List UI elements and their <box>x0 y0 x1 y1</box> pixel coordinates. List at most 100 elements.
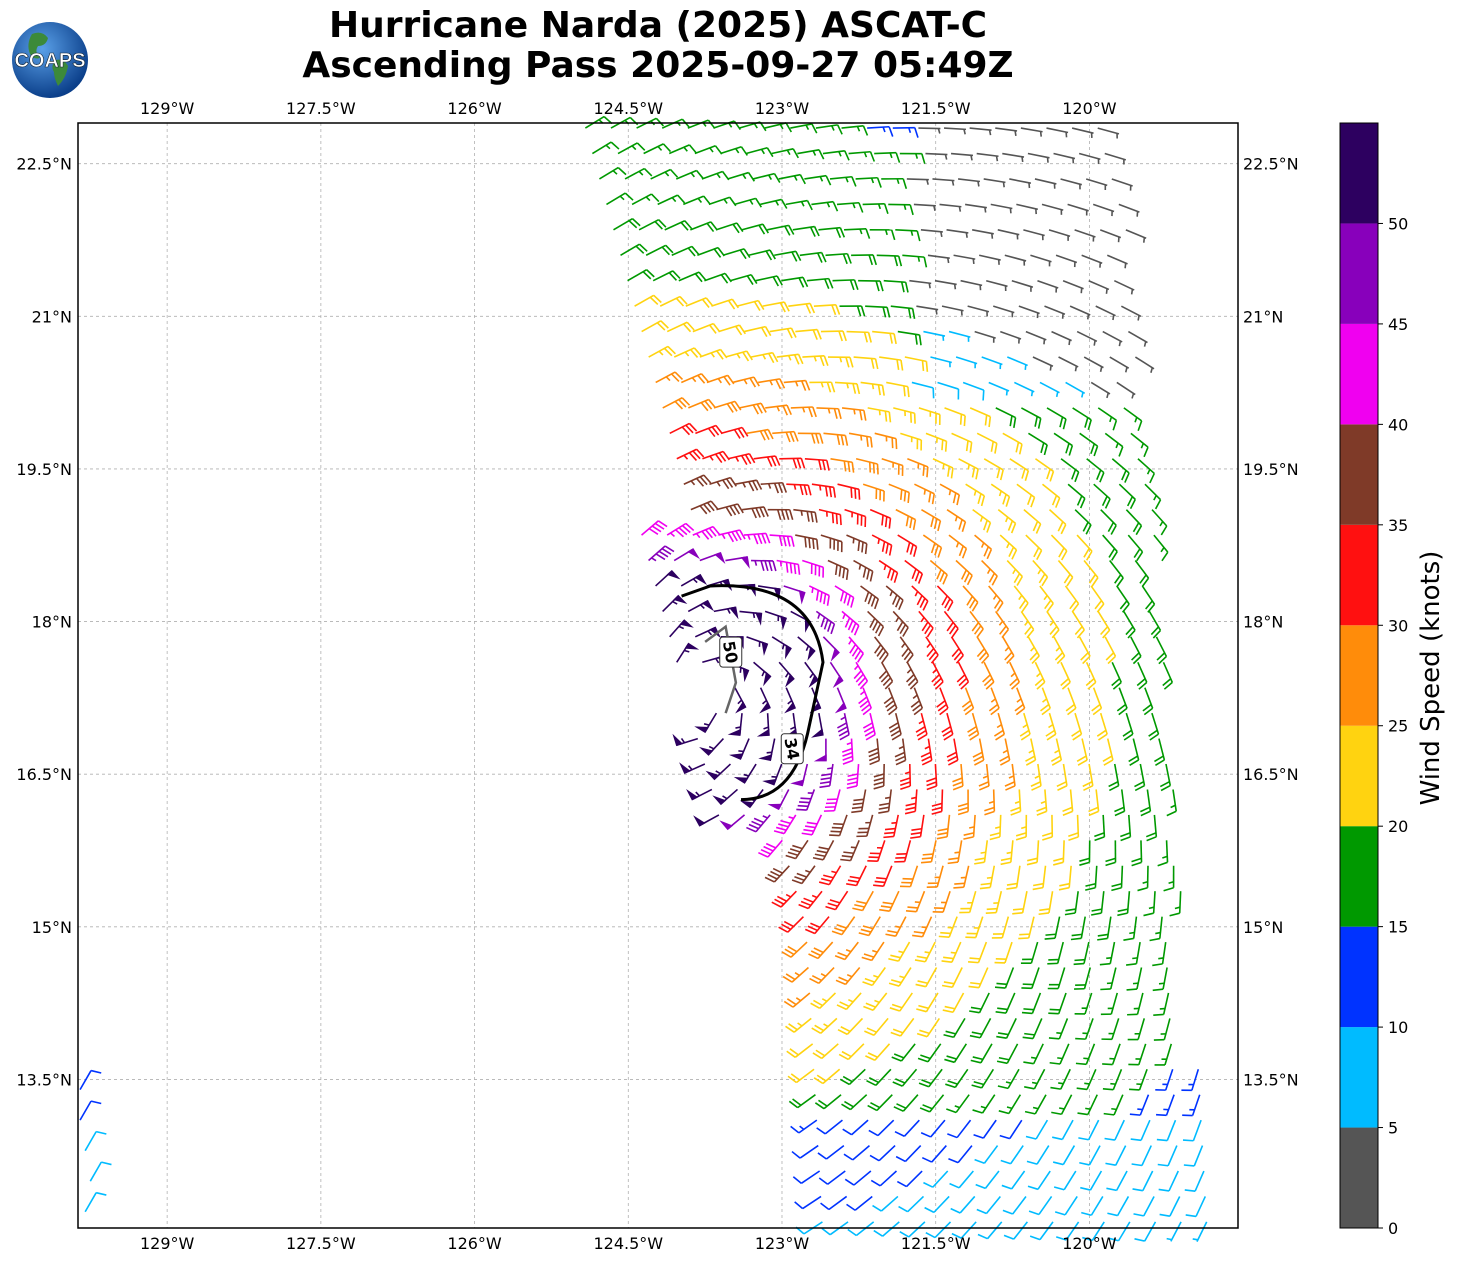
wind-barb <box>988 687 1000 716</box>
wind-barb <box>1125 229 1147 243</box>
wind-barb <box>1169 891 1182 917</box>
wind-barb <box>912 916 933 938</box>
wind-barb <box>620 243 648 256</box>
lon-tick-label-top: 120°W <box>1062 99 1117 118</box>
colorbar-tick-label: 40 <box>1388 415 1408 434</box>
wind-barb <box>923 1170 949 1188</box>
wind-barb <box>1166 1221 1182 1242</box>
wind-barb <box>1100 967 1117 991</box>
wind-barb <box>798 890 823 910</box>
wind-barb <box>675 169 704 180</box>
wind-barb <box>742 506 769 519</box>
wind-barb <box>1105 1145 1127 1167</box>
wind-barb <box>771 636 792 660</box>
wind-barb <box>1097 916 1112 941</box>
wind-barb <box>669 619 694 638</box>
lat-tick-label-right: 16.5°N <box>1243 765 1299 784</box>
wind-barb <box>769 327 797 339</box>
wind-barb <box>1060 178 1083 190</box>
wind-barb <box>1113 279 1135 295</box>
wind-barb <box>814 1094 842 1110</box>
wind-barb <box>804 661 819 688</box>
wind-barb <box>864 1017 889 1036</box>
wind-barb <box>947 840 963 865</box>
wind-barb <box>1091 687 1103 716</box>
wind-barb <box>994 967 1015 989</box>
wind-barb <box>997 1068 1020 1090</box>
wind-barb <box>790 1119 818 1134</box>
wind-barb <box>813 303 841 316</box>
lon-tick-label-top: 126°W <box>447 99 502 118</box>
wind-barb <box>784 687 796 714</box>
wind-barb <box>820 330 847 342</box>
wind-barb <box>1004 763 1016 791</box>
wind-barb <box>666 321 695 333</box>
wind-barb <box>844 508 867 528</box>
wind-barb <box>613 217 641 231</box>
colorbar-frame <box>1339 122 1379 1229</box>
wind-barb <box>1014 687 1026 716</box>
wind-barb <box>1091 891 1105 916</box>
wind-barb <box>741 223 770 235</box>
wind-barb <box>673 548 700 562</box>
wind-barb <box>1097 127 1120 139</box>
wind-barb <box>1072 407 1092 431</box>
wind-barb <box>841 1094 868 1111</box>
wind-barb <box>702 450 730 464</box>
wind-barb <box>664 220 693 231</box>
wind-barb <box>748 249 776 261</box>
wind-barb <box>739 610 763 626</box>
wind-barb <box>1099 941 1116 966</box>
wind-barb <box>1000 330 1022 344</box>
wind-barb <box>969 610 984 638</box>
lon-tick-label-top: 121.5°W <box>901 99 971 118</box>
wind-barb <box>951 1221 977 1239</box>
wind-barb <box>1111 865 1124 892</box>
lon-tick-label-bottom: 129°W <box>140 1234 195 1253</box>
wind-barb <box>1116 687 1128 716</box>
wind-barb <box>920 229 943 238</box>
wind-barb <box>1052 1119 1074 1141</box>
wind-barb <box>948 1145 973 1164</box>
wind-barb <box>1118 203 1140 217</box>
wind-barb <box>1107 1196 1130 1217</box>
wind-barb <box>1054 1196 1078 1216</box>
wind-barb <box>1134 356 1155 373</box>
wind-barb <box>1127 330 1148 347</box>
wind-barb <box>690 221 718 233</box>
wind-barb <box>685 297 714 309</box>
wind-barb <box>1095 305 1116 321</box>
wind-barb <box>1062 279 1084 294</box>
wind-barb <box>950 152 974 161</box>
wind-barb <box>1108 763 1120 792</box>
wind-barb <box>1034 458 1055 482</box>
wind-barb <box>920 840 937 864</box>
wind-barb <box>784 713 798 738</box>
wind-barb <box>715 222 744 234</box>
colorbar-tick-label: 50 <box>1388 214 1408 233</box>
wind-barb <box>867 610 885 637</box>
wind-barb <box>910 687 924 716</box>
wind-barb <box>913 203 936 211</box>
wind-barb <box>834 941 859 961</box>
wind-barb <box>808 941 834 960</box>
wind-barb <box>1076 534 1093 561</box>
wind-barb <box>1064 585 1080 613</box>
wind-barb <box>1023 509 1042 534</box>
wind-barb <box>781 941 808 958</box>
wind-barb <box>1102 1068 1123 1091</box>
lat-tick-label-left: 19.5°N <box>16 460 72 479</box>
logo-text: COAPS <box>14 50 85 72</box>
wind-barb <box>1027 636 1040 665</box>
wind-barb <box>712 788 739 806</box>
wind-barb <box>1079 432 1099 457</box>
wind-barb <box>916 305 939 315</box>
wind-barb <box>1154 1043 1173 1066</box>
wind-barb <box>746 428 774 441</box>
wind-barb <box>794 1195 822 1210</box>
wind-barb <box>1057 560 1074 587</box>
wind-barb <box>719 814 746 831</box>
wind-barb <box>1134 560 1150 587</box>
wind-barb <box>969 1018 992 1039</box>
wind-barb <box>1044 305 1066 319</box>
